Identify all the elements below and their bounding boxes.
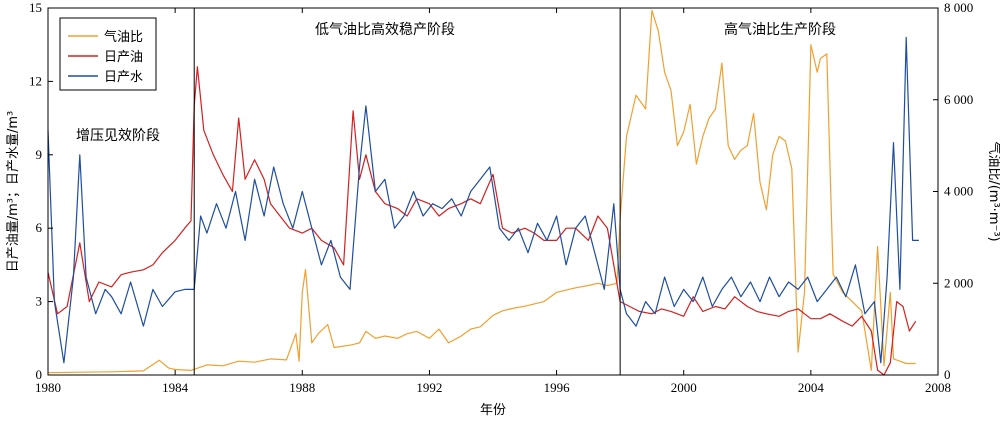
y-axis-left-title: 日产油量/m³；日产水量/m³ xyxy=(6,111,21,273)
y-left-tick-label: 6 xyxy=(36,220,43,235)
y-right-tick-label: 4 000 xyxy=(944,184,973,199)
y-left-tick-label: 3 xyxy=(36,294,43,309)
y-axis-right-title: 气油比/(m³·m⁻³) xyxy=(986,141,1000,241)
y-right-tick-label: 6 000 xyxy=(944,92,973,107)
stage-label: 低气油比高效稳产阶段 xyxy=(315,21,455,38)
series-line-气油比 xyxy=(47,9,916,374)
y-right-tick-label: 2 000 xyxy=(944,275,973,290)
legend-label: 日产水 xyxy=(104,70,143,85)
legend-box xyxy=(59,17,157,91)
y-left-tick-label: 12 xyxy=(29,73,42,88)
y-left-tick-label: 0 xyxy=(36,367,43,382)
legend-label: 气油比 xyxy=(104,29,143,45)
stage-label: 高气油比生产阶段 xyxy=(724,21,836,38)
stage-label: 增压见效阶段 xyxy=(76,128,160,144)
x-tick-label: 2008 xyxy=(925,380,951,395)
x-tick-label: 1996 xyxy=(544,380,571,395)
series-line-日产油 xyxy=(47,66,917,376)
x-tick-label: 1980 xyxy=(35,380,61,395)
x-tick-label: 1988 xyxy=(289,380,315,395)
series-line-日产水 xyxy=(47,36,919,364)
x-tick-label: 1984 xyxy=(162,380,189,395)
y-right-tick-label: 0 xyxy=(944,367,951,382)
x-tick-label: 2000 xyxy=(671,380,697,395)
plot-frame xyxy=(47,7,939,376)
stage-annotations: 增压见效阶段 低气油比高效稳产阶段 高气油比生产阶段 xyxy=(76,8,836,375)
x-axis-title: 年份 xyxy=(480,403,506,418)
axes: 1980 1984 1988 1992 1996 2000 2004 200803691215… xyxy=(29,0,973,395)
x-tick-label: 2004 xyxy=(798,380,825,395)
series-group xyxy=(47,9,919,376)
x-tick-label: 1992 xyxy=(416,380,442,395)
legend-label: 日产油 xyxy=(104,50,143,65)
y-left-tick-label: 9 xyxy=(36,147,43,162)
y-left-tick-label: 15 xyxy=(29,0,42,15)
y-right-tick-label: 8 000 xyxy=(944,0,973,15)
